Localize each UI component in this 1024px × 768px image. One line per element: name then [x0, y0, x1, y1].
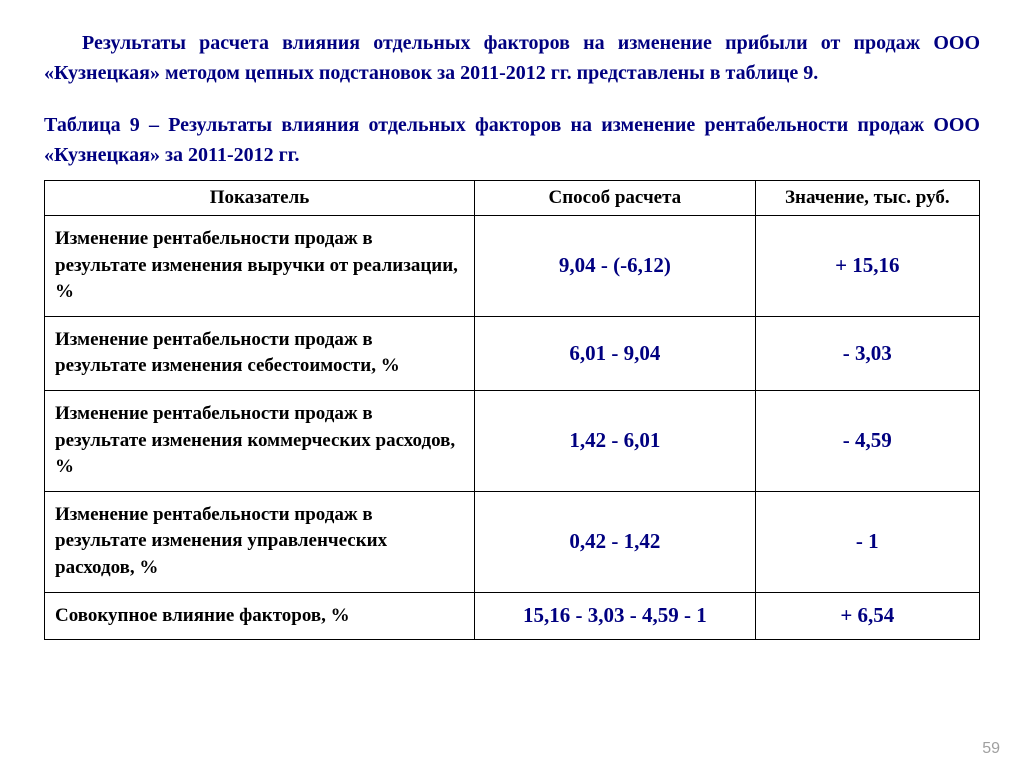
row-value: + 6,54: [755, 592, 979, 640]
row-label: Изменение рентабельности продаж в резуль…: [45, 216, 475, 317]
intro-paragraph: Результаты расчета влияния отдельных фак…: [44, 28, 980, 88]
header-value: Значение, тыс. руб.: [755, 181, 979, 216]
row-calc: 1,42 - 6,01: [475, 390, 756, 491]
row-label: Изменение рентабельности продаж в резуль…: [45, 316, 475, 390]
results-table: Показатель Способ расчета Значение, тыс.…: [44, 180, 980, 640]
row-value: + 15,16: [755, 216, 979, 317]
row-label: Изменение рентабельности продаж в резуль…: [45, 491, 475, 592]
table-caption: Таблица 9 – Результаты влияния отдельных…: [44, 110, 980, 170]
table-row: Изменение рентабельности продаж в резуль…: [45, 316, 980, 390]
row-value: - 1: [755, 491, 979, 592]
row-calc: 0,42 - 1,42: [475, 491, 756, 592]
table-header-row: Показатель Способ расчета Значение, тыс.…: [45, 181, 980, 216]
row-label: Изменение рентабельности продаж в резуль…: [45, 390, 475, 491]
row-value: - 3,03: [755, 316, 979, 390]
row-calc: 6,01 - 9,04: [475, 316, 756, 390]
table-row: Изменение рентабельности продаж в резуль…: [45, 390, 980, 491]
row-calc: 15,16 - 3,03 - 4,59 - 1: [475, 592, 756, 640]
header-indicator: Показатель: [45, 181, 475, 216]
row-value: - 4,59: [755, 390, 979, 491]
row-label: Совокупное влияние факторов, %: [45, 592, 475, 640]
header-method: Способ расчета: [475, 181, 756, 216]
table-row: Изменение рентабельности продаж в резуль…: [45, 491, 980, 592]
row-calc: 9,04 - (-6,12): [475, 216, 756, 317]
table-row: Изменение рентабельности продаж в резуль…: [45, 216, 980, 317]
table-row: Совокупное влияние факторов, % 15,16 - 3…: [45, 592, 980, 640]
page-number: 59: [982, 740, 1000, 758]
